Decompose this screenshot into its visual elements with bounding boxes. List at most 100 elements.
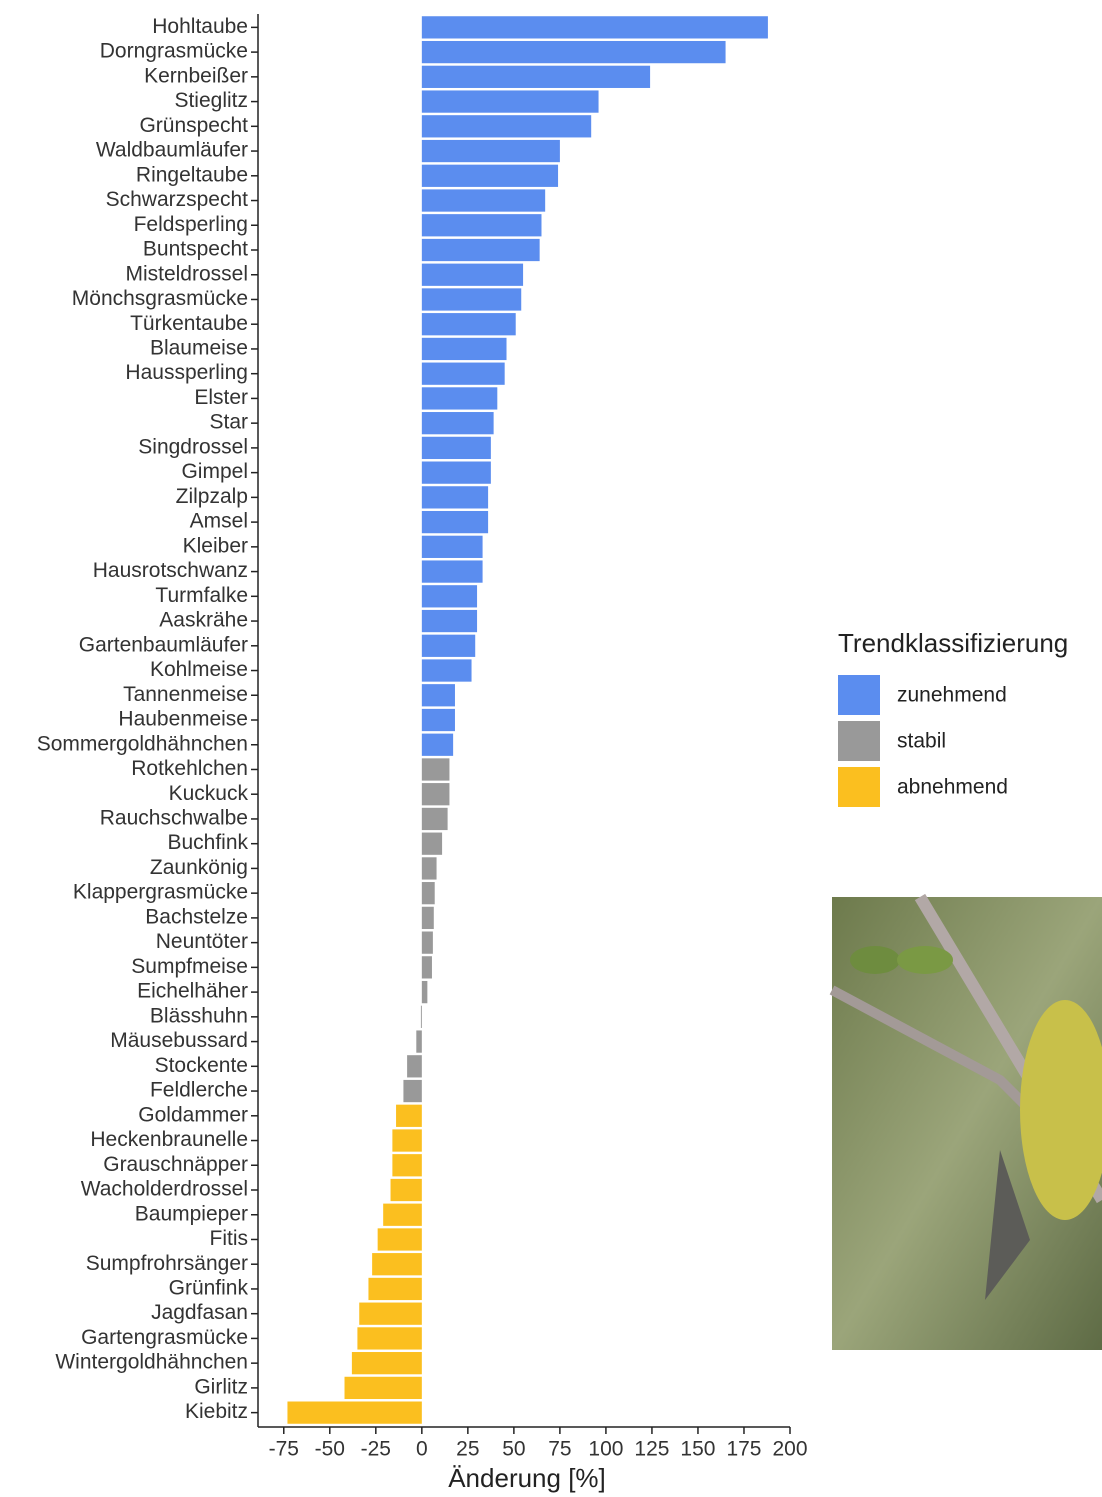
y-tick-label: Sumpfmeise (131, 955, 248, 978)
y-tick-label: Haubenmeise (118, 708, 248, 731)
y-tick-label: Aaskrähe (159, 609, 248, 632)
y-tick-label: Kleiber (183, 534, 248, 557)
y-tick-label: Fitis (210, 1227, 249, 1250)
bar (421, 40, 726, 64)
bar (421, 659, 472, 682)
y-tick-label: Goldammer (138, 1103, 248, 1126)
bar (420, 1005, 422, 1028)
bar (421, 362, 505, 385)
y-tick-label: Zilpzalp (176, 485, 248, 508)
bar (390, 1178, 422, 1202)
bar (421, 931, 433, 954)
bar (421, 882, 435, 905)
bar (421, 288, 522, 311)
bar (357, 1327, 422, 1350)
bar (372, 1253, 422, 1276)
bar (421, 139, 560, 163)
bar (421, 609, 478, 633)
y-tick-label: Schwarzspecht (106, 188, 249, 211)
y-tick-label: Jagdfasan (151, 1301, 248, 1324)
y-tick-label: Kuckuck (169, 782, 249, 805)
bar (421, 634, 476, 657)
bar (351, 1352, 422, 1375)
y-tick-label: Gimpel (181, 460, 248, 483)
bar (403, 1079, 422, 1103)
bar (421, 189, 546, 212)
y-tick-label: Sumpfrohrsänger (86, 1252, 248, 1275)
bar (421, 510, 489, 534)
bar (421, 412, 494, 435)
bar (421, 164, 559, 187)
bird-photo (829, 893, 1102, 1350)
bar (383, 1203, 422, 1226)
legend-label: zunehmend (897, 684, 1007, 707)
bar (392, 1154, 422, 1177)
legend-key (838, 721, 880, 761)
y-tick-label: Eichelhäher (137, 980, 248, 1003)
legend-key (838, 767, 880, 807)
bar (287, 1401, 422, 1424)
bar (421, 708, 455, 732)
y-tick-label: Elster (194, 386, 248, 409)
y-tick-label: Blaumeise (150, 336, 248, 359)
y-tick-label: Bachstelze (145, 905, 248, 928)
y-tick-label: Stieglitz (174, 89, 248, 112)
y-tick-label: Neuntöter (156, 930, 248, 953)
y-tick-label: Dorngrasmücke (100, 40, 248, 63)
y-tick-label: Buntspecht (143, 238, 248, 261)
x-tick-label: -50 (315, 1438, 345, 1461)
bar (377, 1228, 422, 1251)
y-tick-label: Ringeltaube (136, 163, 248, 186)
x-tick-label: 75 (548, 1438, 571, 1461)
x-tick-label: 50 (502, 1438, 525, 1461)
y-tick-label: Stockente (155, 1054, 248, 1077)
y-tick-label: Klappergrasmücke (73, 881, 248, 904)
y-tick-label: Rauchschwalbe (100, 806, 248, 829)
y-tick-label: Heckenbraunelle (90, 1128, 248, 1151)
bar (421, 956, 432, 979)
bar (421, 90, 599, 113)
y-tick-label: Amsel (190, 510, 248, 533)
bar (407, 1055, 422, 1078)
legend-label: abnehmend (897, 776, 1008, 799)
y-tick-label: Kernbeißer (144, 64, 248, 87)
y-tick-label: Feldlerche (150, 1079, 248, 1102)
x-tick-label: 150 (680, 1438, 715, 1461)
y-tick-label: Sommergoldhähnchen (37, 732, 248, 755)
bar (421, 313, 516, 336)
bar (359, 1302, 422, 1325)
x-tick-label: 125 (634, 1438, 669, 1461)
y-tick-label: Rotkehlchen (131, 757, 248, 780)
y-tick-label: Grünfink (169, 1276, 249, 1299)
y-tick-label: Misteldrossel (125, 262, 248, 285)
y-tick-label: Star (209, 411, 248, 434)
y-tick-label: Hohltaube (152, 15, 248, 38)
y-tick-label: Kiebitz (185, 1400, 248, 1423)
bar (416, 1030, 422, 1053)
bar (421, 585, 478, 608)
y-tick-label: Waldbaumläufer (96, 139, 248, 162)
y-tick-label: Türkentaube (130, 312, 248, 335)
bar (396, 1104, 422, 1127)
bar (421, 807, 448, 831)
y-tick-label: Turmfalke (155, 584, 248, 607)
bar (421, 337, 507, 361)
bar (421, 436, 491, 460)
y-tick-label: Gartengrasmücke (81, 1326, 248, 1349)
y-tick-label: Mäusebussard (110, 1029, 248, 1052)
y-tick-label: Grünspecht (139, 114, 248, 137)
legend-label: stabil (897, 730, 946, 753)
x-tick-label: 100 (588, 1438, 623, 1461)
x-tick-label: 0 (416, 1438, 428, 1461)
bar (421, 857, 437, 880)
bar (421, 263, 524, 286)
y-tick-label: Grauschnäpper (103, 1153, 248, 1176)
y-tick-label: Feldsperling (134, 213, 248, 236)
y-tick-label: Girlitz (194, 1375, 248, 1398)
y-tick-label: Haussperling (125, 361, 248, 384)
bar (421, 560, 483, 583)
bar (421, 387, 498, 410)
x-tick-label: -25 (361, 1438, 391, 1461)
bar (421, 906, 434, 930)
bar (421, 783, 450, 806)
